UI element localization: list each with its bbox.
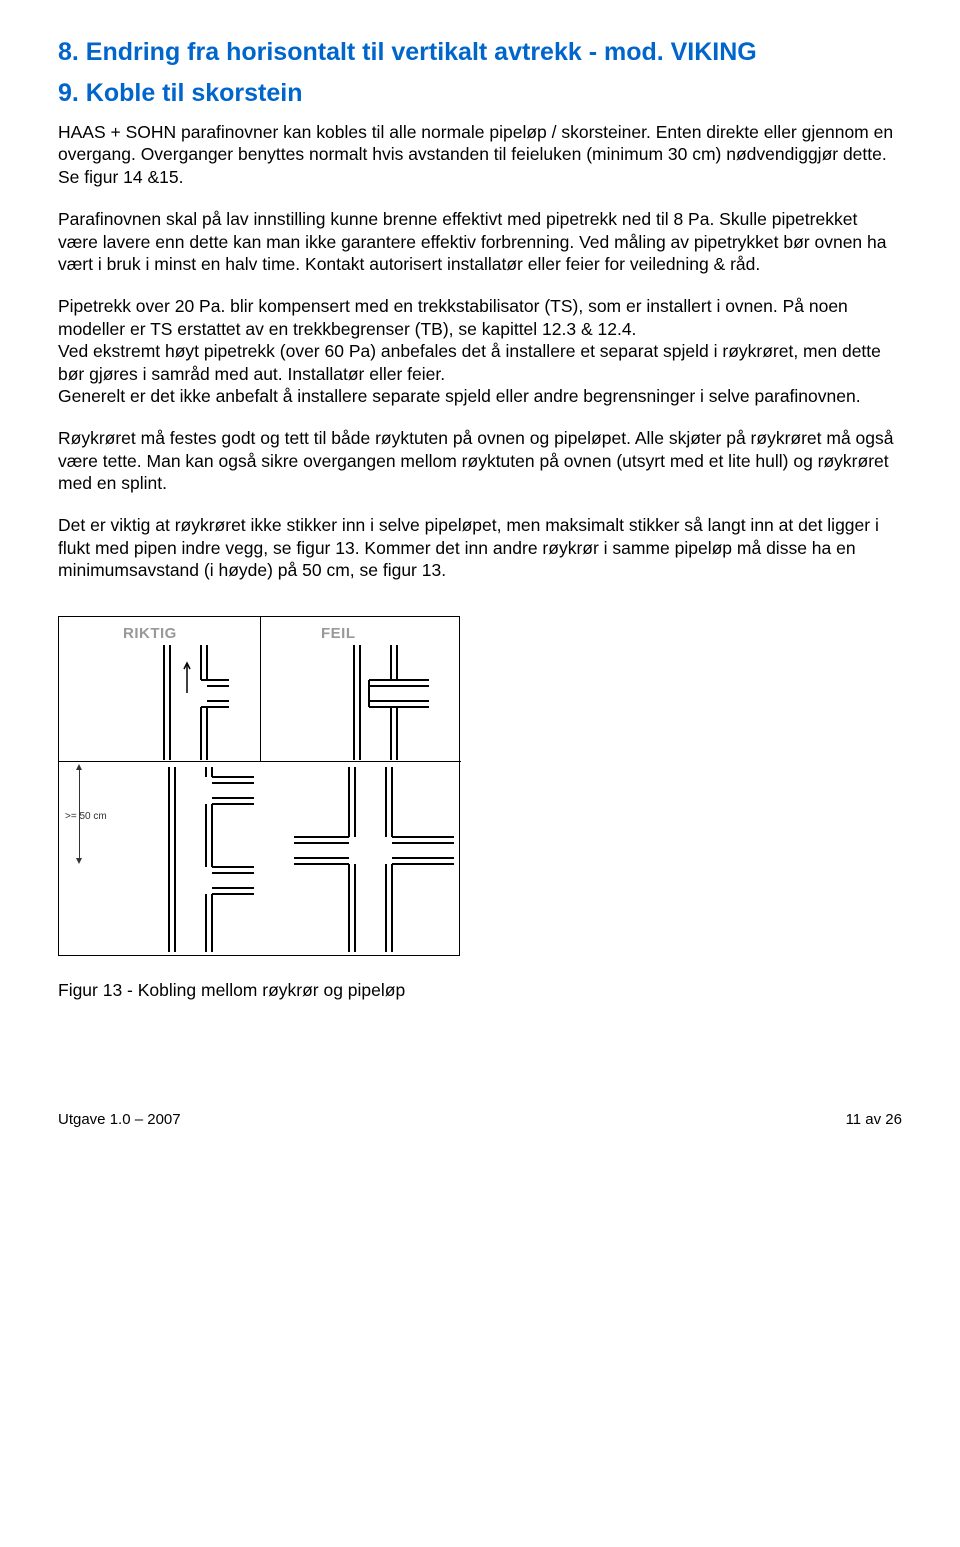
figure-13-caption: Figur 13 - Kobling mellom røykrør og pip… — [58, 980, 902, 1001]
heading-9: 9. Koble til skorstein — [58, 77, 902, 110]
figure-13: RIKTIG FEIL — [58, 616, 460, 956]
pipe-diagram-bottom-right-icon — [294, 767, 454, 952]
pipe-diagram-top-right-icon — [319, 645, 429, 760]
paragraph-1: HAAS + SOHN parafinovner kan kobles til … — [58, 121, 902, 188]
figure-label-wrong: FEIL — [321, 625, 356, 642]
paragraph-3: Pipetrekk over 20 Pa. blir kompensert me… — [58, 295, 902, 407]
paragraph-5: Det er viktig at røykrøret ikke stikker … — [58, 514, 902, 581]
footer-edition: Utgave 1.0 – 2007 — [58, 1111, 181, 1128]
paragraph-4: Røykrøret må festes godt og tett til båd… — [58, 427, 902, 494]
page-footer: Utgave 1.0 – 2007 11 av 26 — [58, 1111, 902, 1128]
heading-8: 8. Endring fra horisontalt til vertikalt… — [58, 36, 902, 69]
paragraph-2: Parafinovnen skal på lav innstilling kun… — [58, 208, 902, 275]
figure-divider-horizontal — [59, 761, 461, 762]
figure-label-distance: >= 50 cm — [65, 811, 107, 822]
footer-page-number: 11 av 26 — [846, 1111, 902, 1128]
pipe-diagram-bottom-left-icon — [114, 767, 254, 952]
figure-divider-vertical — [260, 617, 261, 762]
figure-label-correct: RIKTIG — [123, 625, 177, 642]
pipe-diagram-top-left-icon — [129, 645, 229, 760]
